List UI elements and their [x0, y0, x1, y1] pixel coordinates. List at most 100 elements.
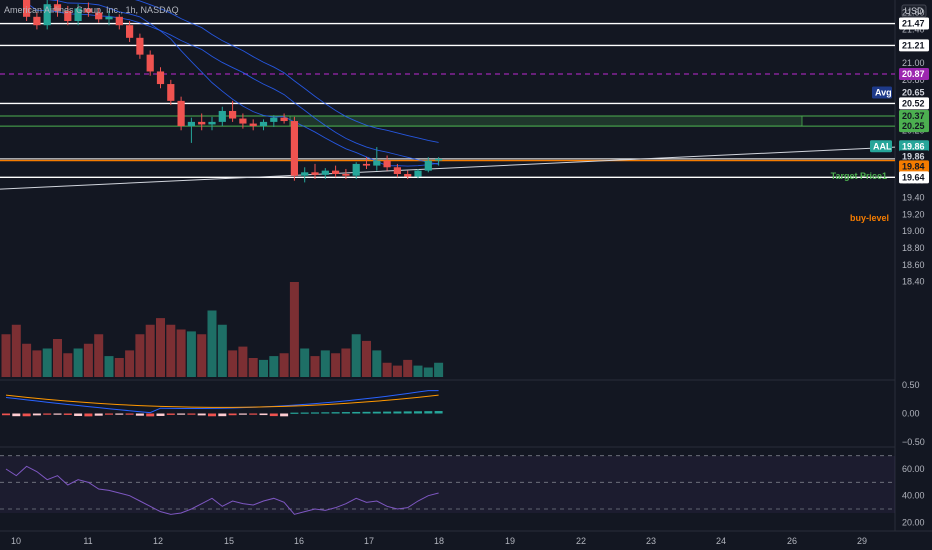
candle[interactable]	[198, 113, 206, 131]
candle[interactable]	[321, 168, 329, 180]
macd-histogram-bar	[12, 413, 21, 417]
price-label-bg	[899, 150, 929, 163]
macd-histogram-bar	[94, 413, 103, 416]
price-label[interactable]: 19.64	[899, 171, 929, 184]
candle[interactable]	[43, 0, 51, 30]
volume-bar	[1, 334, 11, 377]
volume-bar	[248, 358, 258, 377]
volume-bar	[392, 365, 402, 377]
candle[interactable]	[383, 155, 391, 171]
candle[interactable]	[290, 116, 298, 181]
candle[interactable]	[301, 167, 309, 183]
candle[interactable]	[229, 100, 237, 122]
macd-histogram-bar	[403, 411, 412, 414]
volume-bar	[94, 334, 104, 377]
macd-histogram-bar	[74, 413, 83, 416]
candle[interactable]	[167, 79, 175, 106]
candle[interactable]	[280, 113, 288, 124]
price-label[interactable]: 21.47	[899, 17, 929, 30]
currency-label: USD	[904, 6, 924, 16]
price-label-bg	[870, 140, 892, 153]
time-tick: 10	[11, 536, 21, 546]
candle[interactable]	[105, 10, 113, 26]
candle[interactable]	[373, 147, 381, 171]
volume-bar	[351, 334, 361, 377]
candle[interactable]	[126, 21, 134, 43]
candle[interactable]	[208, 116, 216, 131]
price-label[interactable]: 20.52	[899, 97, 929, 110]
price-label[interactable]: 20.65	[899, 86, 929, 99]
candle[interactable]	[239, 113, 247, 129]
candle[interactable]	[187, 117, 195, 143]
candle[interactable]	[23, 0, 31, 22]
symbol-title[interactable]: American Airlines Group, Inc., 1h, NASDA…	[4, 5, 179, 15]
candle[interactable]	[362, 157, 371, 169]
candle[interactable]	[218, 106, 226, 127]
candle-body	[64, 10, 72, 22]
candle-body	[95, 12, 103, 20]
candle[interactable]	[156, 67, 165, 89]
candle[interactable]	[74, 4, 82, 26]
candle[interactable]	[404, 170, 412, 180]
candle[interactable]	[84, 2, 92, 17]
price-label[interactable]: 19.84	[899, 160, 929, 173]
price-label[interactable]: 21.21	[899, 39, 929, 52]
time-tick: 19	[505, 536, 515, 546]
candle[interactable]	[115, 14, 123, 30]
macd-histogram-bar	[300, 412, 309, 414]
volume-bar	[186, 331, 196, 377]
price-label[interactable]: 20.25	[899, 120, 929, 133]
volume-bar	[217, 324, 227, 377]
candle[interactable]	[259, 119, 268, 131]
price-label[interactable]: 19.86	[899, 140, 929, 153]
price-axis[interactable]: USD 21.6021.4021.0020.8020.2020.0019.601…	[870, 4, 929, 527]
candle[interactable]	[414, 168, 422, 179]
candle[interactable]	[393, 163, 401, 178]
candle[interactable]	[53, 0, 62, 17]
price-label[interactable]: 20.87	[899, 67, 929, 80]
rsi-tick: 20.00	[902, 517, 925, 527]
candle[interactable]	[64, 5, 72, 26]
candle[interactable]	[95, 8, 103, 23]
time-tick: 16	[294, 536, 304, 546]
time-axis[interactable]: 10 11 12 15 16 17 18 19 22 23 24 26 29	[11, 536, 867, 546]
price-candles[interactable]	[2, 0, 443, 183]
candle[interactable]	[332, 165, 340, 178]
candle[interactable]	[249, 119, 257, 131]
candle[interactable]	[33, 12, 41, 30]
candle[interactable]	[424, 157, 432, 173]
buy-level-label: buy-level	[850, 213, 889, 223]
volume-bar	[238, 346, 248, 377]
target-price-label: Target Price1	[831, 171, 887, 181]
price-label[interactable]: Avg	[872, 86, 892, 99]
candle[interactable]	[352, 162, 360, 180]
candle[interactable]	[136, 33, 144, 59]
trendline[interactable]	[0, 146, 896, 190]
candle[interactable]	[177, 96, 185, 131]
candle[interactable]	[146, 50, 154, 76]
candle-body	[321, 170, 329, 175]
price-label-text: Avg	[875, 87, 892, 97]
macd-signal-line	[5, 394, 439, 408]
target-zone[interactable]	[289, 115, 803, 127]
candle[interactable]	[435, 157, 443, 166]
price-label-text: 21.21	[902, 40, 925, 50]
macd-histogram-bar	[362, 411, 371, 414]
price-label[interactable]: 19.86	[899, 150, 929, 163]
price-label[interactable]: 20.37	[899, 110, 929, 122]
candle[interactable]	[270, 115, 278, 127]
candle[interactable]	[311, 163, 319, 180]
price-label[interactable]: AAL	[870, 140, 892, 153]
candle[interactable]	[342, 168, 350, 180]
price-label-bg	[899, 160, 929, 173]
volume-bar	[372, 350, 382, 377]
price-label-text: 20.87	[902, 69, 925, 79]
currency-badge[interactable]	[901, 4, 927, 18]
candle-body	[352, 163, 360, 176]
time-tick: 15	[224, 536, 234, 546]
time-tick: 22	[576, 536, 586, 546]
price-tick: 19.00	[902, 226, 925, 236]
volume-bar	[289, 282, 299, 377]
macd-histogram-bar	[2, 413, 10, 416]
